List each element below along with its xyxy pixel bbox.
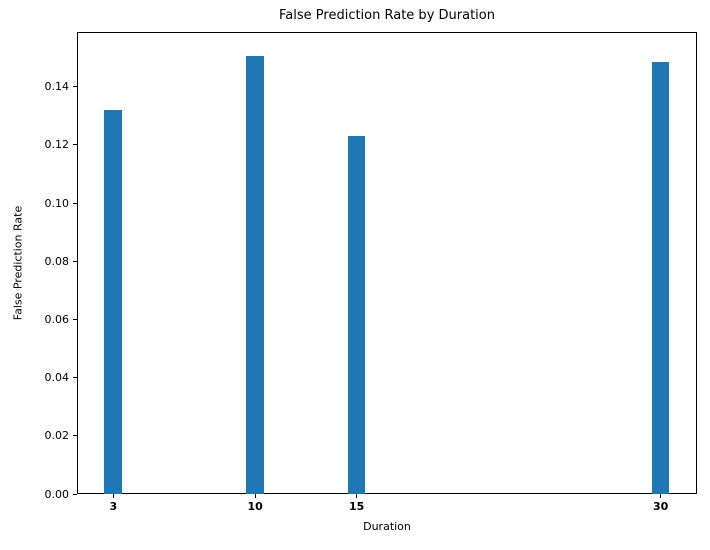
bar xyxy=(347,136,366,494)
y-tick-label: 0.00 xyxy=(44,487,70,501)
y-tick-mark xyxy=(73,86,77,88)
x-tick-mark xyxy=(356,494,358,498)
x-tick-label: 30 xyxy=(653,500,669,513)
y-tick-label: 0.10 xyxy=(44,196,70,210)
x-tick-label: 10 xyxy=(247,500,263,513)
y-tick-mark xyxy=(73,318,77,320)
y-tick-mark xyxy=(73,435,77,437)
bar xyxy=(651,62,670,494)
x-tick-label: 3 xyxy=(109,500,118,513)
y-tick-label: 0.08 xyxy=(44,254,70,268)
y-tick-mark xyxy=(73,202,77,204)
y-tick-label: 0.12 xyxy=(44,138,70,152)
y-tick-mark xyxy=(73,377,77,379)
x-tick-mark xyxy=(660,494,662,498)
y-tick-mark xyxy=(73,493,77,495)
bar xyxy=(104,110,123,494)
x-tick-label: 15 xyxy=(348,500,365,513)
x-tick-mark xyxy=(112,494,114,498)
y-tick-label: 0.14 xyxy=(44,80,70,94)
x-axis-label: Duration xyxy=(363,520,411,533)
y-tick-mark xyxy=(73,144,77,146)
x-tick-mark xyxy=(254,494,256,498)
plot-area xyxy=(77,32,697,494)
y-tick-label: 0.06 xyxy=(44,312,70,326)
y-tick-label: 0.04 xyxy=(44,371,70,385)
y-tick-label: 0.02 xyxy=(44,429,70,443)
y-tick-mark xyxy=(73,260,77,262)
chart-title: False Prediction Rate by Duration xyxy=(279,8,495,23)
bar xyxy=(246,55,264,494)
